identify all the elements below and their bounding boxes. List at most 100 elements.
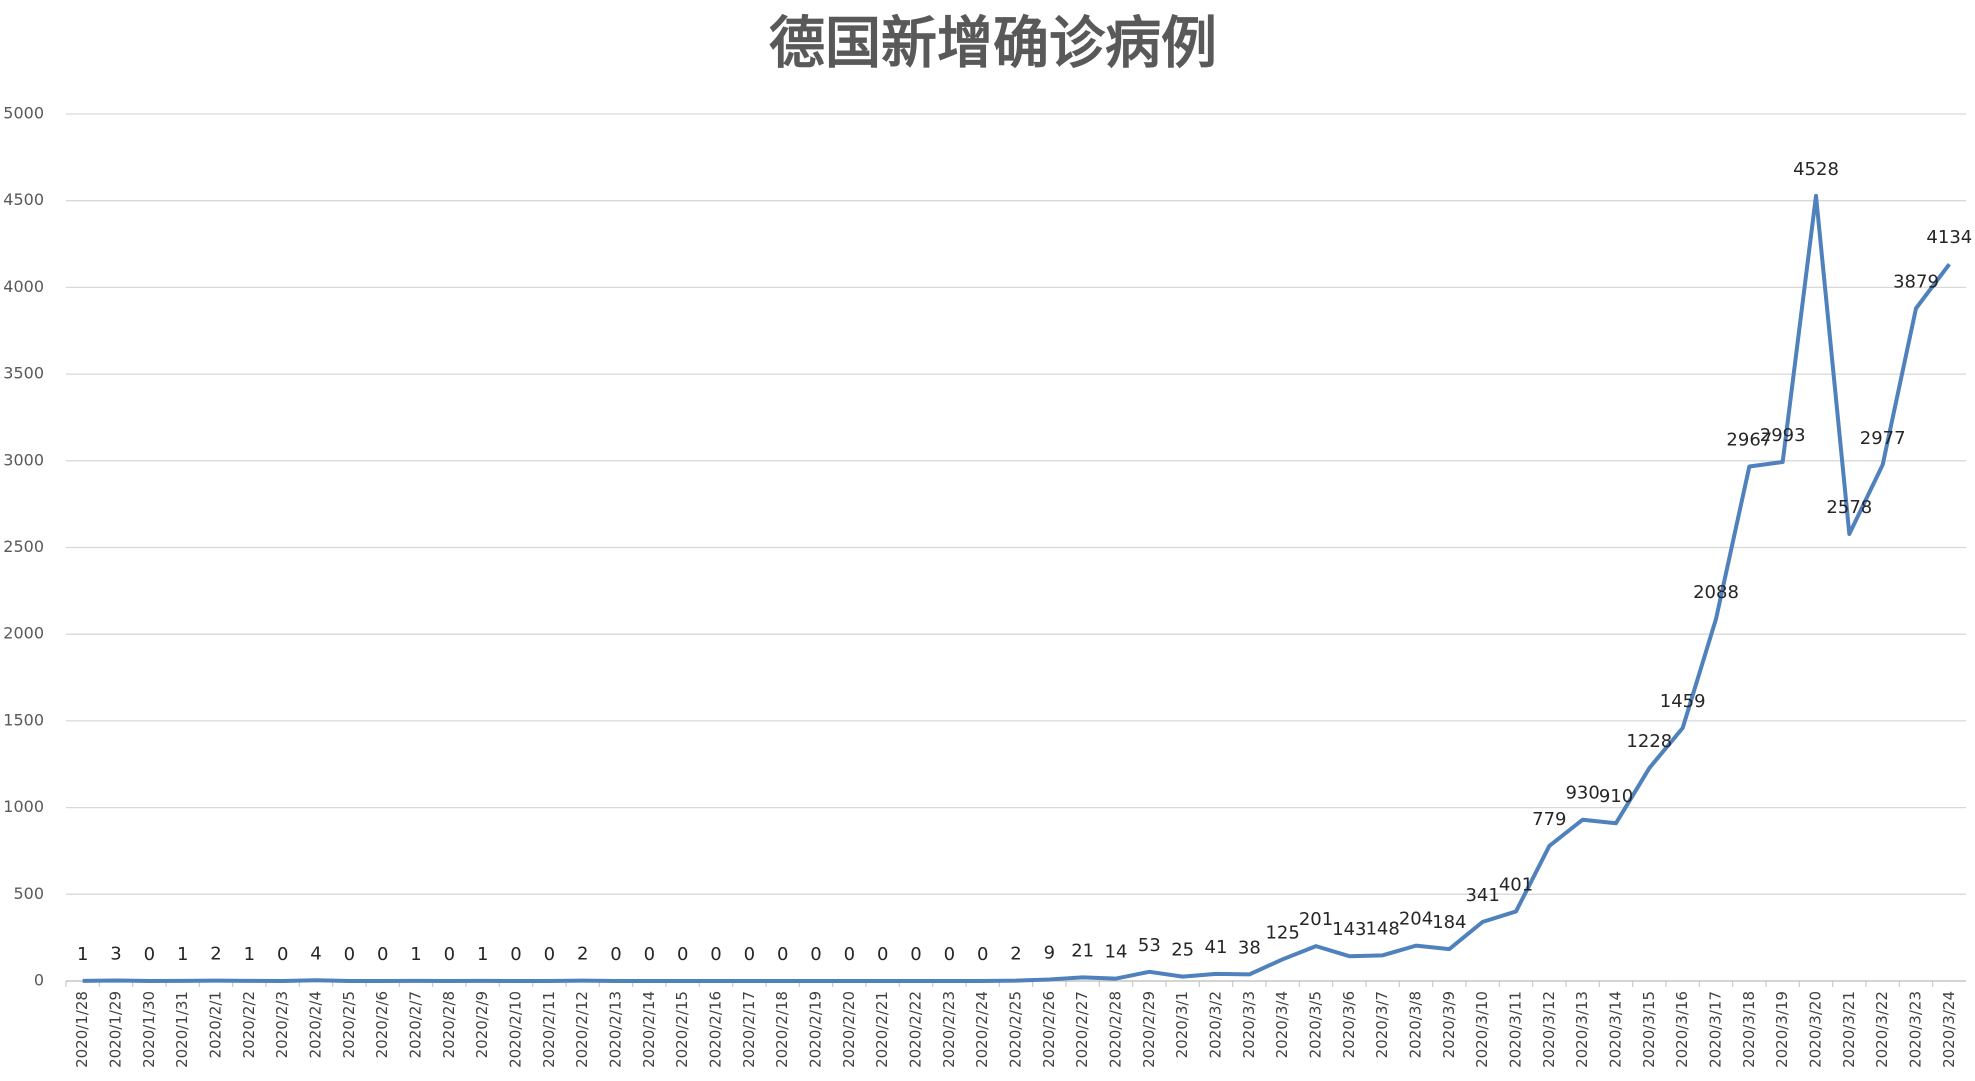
x-tick-label: 2020/3/8 <box>1407 991 1425 1058</box>
x-tick-label: 2020/3/2 <box>1207 991 1225 1058</box>
data-label: 2 <box>210 944 221 965</box>
data-label: 21 <box>1071 940 1094 961</box>
data-label: 0 <box>977 944 988 965</box>
x-tick-label: 2020/3/17 <box>1707 991 1725 1068</box>
data-label: 0 <box>877 944 888 965</box>
data-label: 9 <box>1044 942 1055 963</box>
x-tick-label: 2020/1/30 <box>140 991 158 1068</box>
data-label: 2967 <box>1726 430 1772 451</box>
y-tick-label: 3000 <box>3 450 44 469</box>
data-label: 201 <box>1299 909 1333 930</box>
x-tick-label: 2020/2/11 <box>540 991 558 1068</box>
x-tick-label: 2020/3/24 <box>1940 991 1958 1068</box>
data-label: 779 <box>1532 809 1566 830</box>
x-tick-label: 2020/3/16 <box>1673 991 1691 1068</box>
x-tick-label: 2020/2/1 <box>207 991 225 1058</box>
y-tick-label: 1000 <box>3 797 44 816</box>
data-label: 0 <box>344 944 355 965</box>
x-tick-label: 2020/2/26 <box>1040 991 1058 1068</box>
data-label: 3 <box>110 943 121 964</box>
x-tick-label: 2020/2/23 <box>940 991 958 1068</box>
data-label: 25 <box>1171 940 1194 961</box>
data-label: 0 <box>810 944 821 965</box>
data-label: 2977 <box>1860 428 1906 449</box>
y-tick-label: 500 <box>13 884 44 903</box>
data-label: 1 <box>244 944 255 965</box>
x-tick-label: 2020/3/13 <box>1573 991 1591 1068</box>
x-tick-label: 2020/1/29 <box>107 991 125 1068</box>
data-label: 53 <box>1138 935 1161 956</box>
x-tick-label: 2020/2/9 <box>473 991 491 1058</box>
data-label: 204 <box>1399 909 1433 930</box>
data-label: 125 <box>1265 922 1299 943</box>
data-label: 0 <box>744 944 755 965</box>
data-label: 2 <box>1010 944 1021 965</box>
data-label: 41 <box>1205 937 1228 958</box>
data-label: 2 <box>577 944 588 965</box>
x-tick-label: 2020/3/20 <box>1807 991 1825 1068</box>
x-tick-label: 2020/1/28 <box>73 991 91 1068</box>
x-tick-label: 2020/3/5 <box>1307 991 1325 1058</box>
x-tick-label: 2020/3/22 <box>1873 991 1891 1068</box>
x-tick-label: 2020/2/25 <box>1007 991 1025 1068</box>
x-tick-label: 2020/3/14 <box>1607 991 1625 1068</box>
data-label: 1228 <box>1626 731 1672 752</box>
data-label: 0 <box>444 944 455 965</box>
x-tick-label: 2020/2/21 <box>873 991 891 1068</box>
data-label: 0 <box>277 944 288 965</box>
x-tick-label: 2020/3/23 <box>1907 991 1925 1068</box>
data-label: 0 <box>710 944 721 965</box>
x-tick-label: 2020/3/4 <box>1273 991 1291 1058</box>
x-tick-label: 2020/3/10 <box>1473 991 1491 1068</box>
x-tick-label: 2020/2/19 <box>807 991 825 1068</box>
data-label: 0 <box>377 944 388 965</box>
data-label: 0 <box>544 944 555 965</box>
x-tick-label: 2020/2/7 <box>407 991 425 1058</box>
data-label: 0 <box>777 944 788 965</box>
data-label: 1 <box>410 944 421 965</box>
data-label: 910 <box>1599 786 1633 807</box>
data-label: 2578 <box>1826 497 1872 518</box>
data-label: 3879 <box>1893 271 1939 292</box>
x-tick-label: 2020/2/29 <box>1140 991 1158 1068</box>
x-tick-label: 2020/2/24 <box>973 991 991 1068</box>
data-label: 1 <box>477 944 488 965</box>
chart-title: 德国新增确诊病例 <box>769 11 1217 77</box>
data-label: 0 <box>844 944 855 965</box>
x-tick-label: 2020/3/19 <box>1773 991 1791 1068</box>
y-tick-label: 2000 <box>3 624 44 643</box>
data-label: 143 <box>1332 919 1366 940</box>
data-label: 1 <box>177 944 188 965</box>
data-label: 0 <box>144 944 155 965</box>
data-label: 0 <box>510 944 521 965</box>
x-tick-label: 2020/2/15 <box>673 991 691 1068</box>
x-tick-label: 2020/3/18 <box>1740 991 1758 1068</box>
x-tick-label: 2020/3/1 <box>1173 991 1191 1058</box>
data-label: 401 <box>1499 874 1533 895</box>
data-label: 0 <box>644 944 655 965</box>
data-label: 2993 <box>1760 425 1806 446</box>
x-tick-label: 2020/2/6 <box>373 991 391 1058</box>
x-tick-label: 2020/1/31 <box>173 991 191 1068</box>
data-label: 148 <box>1365 918 1399 939</box>
x-tick-label: 2020/2/20 <box>840 991 858 1068</box>
data-label: 1 <box>77 944 88 965</box>
x-tick-label: 2020/3/12 <box>1540 991 1558 1068</box>
x-tick-label: 2020/2/18 <box>773 991 791 1068</box>
x-tick-label: 2020/3/3 <box>1240 991 1258 1058</box>
data-label: 0 <box>910 944 921 965</box>
x-tick-label: 2020/2/27 <box>1073 991 1091 1068</box>
x-tick-label: 2020/2/3 <box>273 991 291 1058</box>
x-tick-label: 2020/3/21 <box>1840 991 1858 1068</box>
data-label: 4134 <box>1926 227 1972 248</box>
data-label: 4 <box>310 943 321 964</box>
x-tick-label: 2020/2/10 <box>507 991 525 1068</box>
x-tick-label: 2020/2/2 <box>240 991 258 1058</box>
x-tick-label: 2020/2/5 <box>340 991 358 1058</box>
y-tick-label: 2500 <box>3 537 44 556</box>
data-label: 184 <box>1432 912 1466 933</box>
x-tick-label: 2020/3/7 <box>1373 991 1391 1058</box>
x-tick-label: 2020/2/22 <box>907 991 925 1068</box>
y-tick-label: 4500 <box>3 190 44 209</box>
